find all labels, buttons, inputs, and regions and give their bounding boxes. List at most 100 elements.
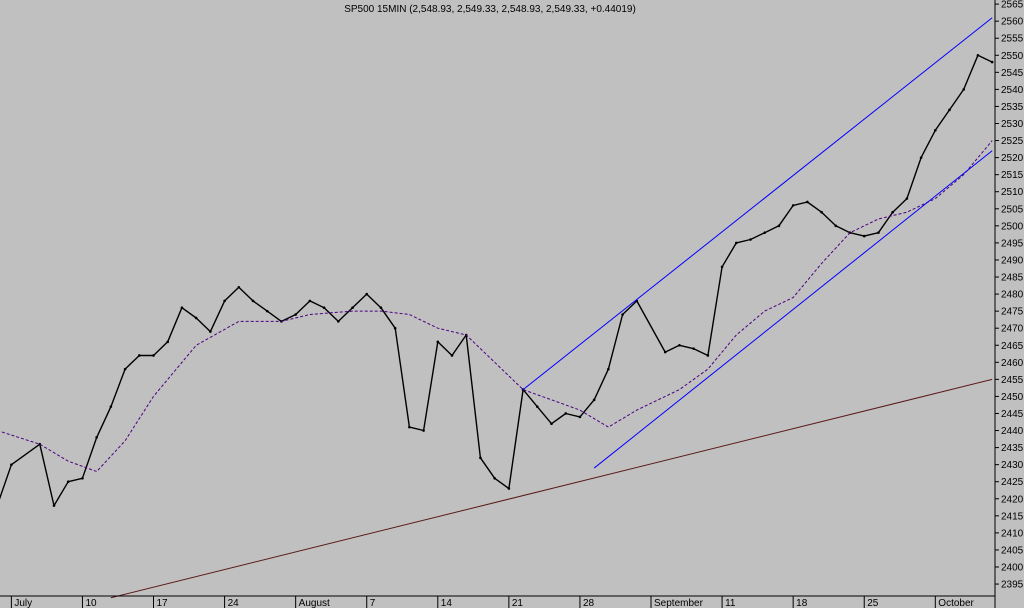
- x-tick-label: 24: [228, 598, 240, 608]
- x-tick-label: 11: [725, 598, 736, 608]
- price-point: [976, 53, 980, 57]
- price-point: [507, 487, 511, 490]
- price-point: [777, 224, 781, 228]
- price-point: [479, 456, 482, 460]
- price-point: [422, 429, 425, 432]
- y-tick-label: 2410: [1001, 528, 1024, 539]
- price-point: [152, 354, 155, 357]
- x-tick-label: 25: [867, 598, 879, 608]
- price-point: [408, 425, 411, 429]
- price-point: [578, 415, 582, 419]
- y-tick-label: 2430: [1001, 460, 1024, 471]
- y-tick-label: 2470: [1001, 324, 1024, 335]
- y-tick-label: 2505: [1001, 204, 1024, 215]
- price-point: [919, 156, 923, 159]
- y-tick-label: 2550: [1001, 51, 1024, 62]
- price-point: [990, 60, 994, 64]
- x-tick-label: 7: [370, 598, 376, 608]
- price-point: [308, 299, 312, 303]
- price-point: [180, 306, 184, 310]
- y-axis: 2395 2400 2405 2410 2415 2420 2425 2430 2435 2440…: [994, 0, 1024, 608]
- x-axis: July 10 17 24 August 7 14 21 28 September 11 18 25 Oc…: [0, 595, 995, 608]
- x-tick-label: September: [654, 598, 704, 608]
- price-point: [720, 265, 724, 269]
- series-layer: [0, 17, 994, 599]
- y-tick-label: 2540: [1001, 85, 1024, 96]
- x-tick-label: 18: [796, 598, 808, 608]
- y-tick-label: 2545: [1001, 68, 1024, 79]
- x-tick-label: July: [14, 598, 32, 608]
- y-tick-label: 2515: [1001, 170, 1024, 181]
- price-point: [123, 367, 127, 371]
- price-point: [265, 309, 269, 313]
- price-point: [891, 210, 894, 214]
- y-tick-label: 2495: [1001, 238, 1024, 249]
- price-point: [905, 197, 909, 200]
- price-point: [948, 108, 951, 112]
- price-point: [436, 340, 440, 344]
- price-point: [834, 224, 838, 228]
- price-point: [550, 422, 553, 426]
- y-tick-label: 2445: [1001, 409, 1024, 420]
- price-point: [10, 463, 13, 466]
- price-point: [735, 241, 738, 245]
- price-point: [607, 367, 610, 371]
- price-point: [450, 354, 454, 357]
- y-tick-label: 2405: [1001, 545, 1024, 556]
- price-point: [820, 210, 823, 214]
- y-tick-label: 2480: [1001, 290, 1024, 301]
- x-tick-label: 14: [441, 598, 453, 608]
- price-point: [749, 238, 752, 241]
- price-point: [806, 200, 809, 204]
- y-tick-label: 2395: [1001, 580, 1024, 591]
- y-tick-label: 2535: [1001, 102, 1024, 113]
- y-tick-label: 2525: [1001, 136, 1024, 147]
- price-point: [379, 306, 383, 310]
- price-point: [877, 231, 880, 234]
- y-tick-label: 2420: [1001, 494, 1024, 505]
- y-tick-label: 2520: [1001, 153, 1024, 164]
- price-point: [251, 299, 255, 303]
- x-tick-label: 10: [85, 598, 97, 608]
- price-point: [294, 313, 297, 316]
- price-point: [166, 340, 170, 344]
- price-point: [138, 354, 141, 357]
- price-point: [592, 398, 596, 402]
- y-tick-label: 2490: [1001, 255, 1024, 266]
- price-point: [393, 326, 397, 330]
- price-point: [223, 299, 226, 303]
- y-tick-label: 2425: [1001, 477, 1024, 488]
- y-tick-label: 2555: [1001, 34, 1024, 45]
- price-point: [322, 306, 326, 310]
- trendline-long-term-support: [110, 378, 993, 599]
- price-point: [763, 231, 767, 234]
- price-point: [678, 343, 681, 347]
- price-point: [66, 480, 70, 484]
- chart-title: SP500 15MIN (2,548.93, 2,549.33, 2,548.9…: [344, 4, 636, 15]
- y-tick-label: 2475: [1001, 307, 1024, 318]
- price-point: [791, 204, 795, 207]
- price-point: [536, 405, 539, 408]
- y-tick-label: 2510: [1001, 187, 1024, 198]
- price-point: [337, 320, 340, 323]
- price-point: [692, 347, 695, 350]
- price-point: [52, 504, 56, 507]
- y-tick-label: 2530: [1001, 119, 1024, 130]
- price-point: [95, 436, 98, 439]
- y-tick-label: 2500: [1001, 221, 1024, 232]
- y-tick-label: 2450: [1001, 392, 1024, 403]
- price-point: [237, 285, 241, 289]
- y-tick-label: 2560: [1001, 17, 1024, 28]
- price-point: [109, 405, 113, 408]
- trendline-lower-channel: [593, 150, 993, 469]
- x-tick-label: 21: [512, 598, 524, 608]
- price-point: [493, 477, 496, 480]
- y-tick-label: 2460: [1001, 358, 1024, 369]
- y-tick-label: 2400: [1001, 563, 1024, 574]
- trendline-upper-channel: [522, 17, 993, 390]
- y-tick-label: 2485: [1001, 273, 1024, 284]
- price-point: [209, 330, 212, 333]
- price-point: [81, 477, 84, 480]
